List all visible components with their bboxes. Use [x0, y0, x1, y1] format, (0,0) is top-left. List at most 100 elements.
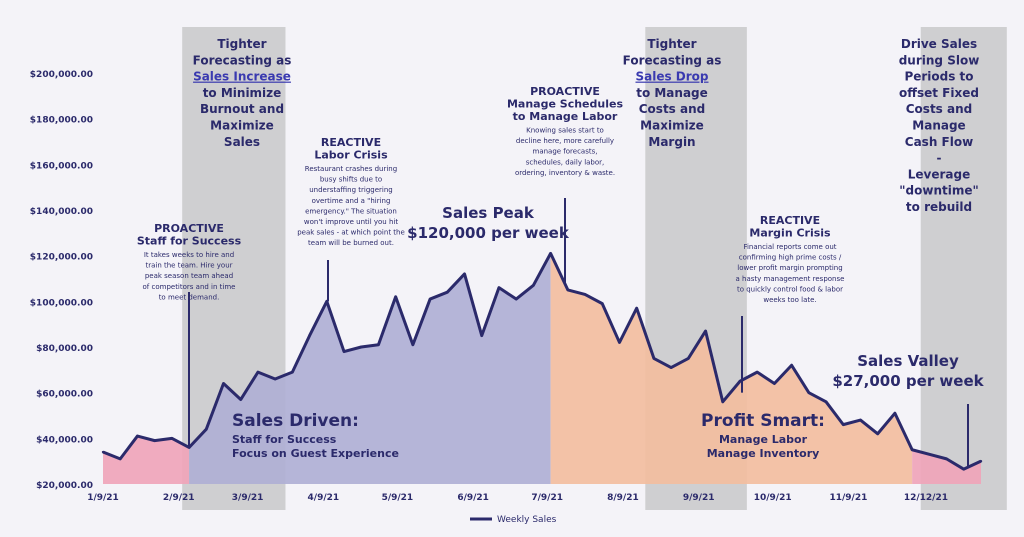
data-point [119, 457, 122, 461]
data-point [308, 334, 311, 337]
annotation-body-line: schedules, daily labor, [526, 158, 605, 166]
annotation-body-line: peak season team ahead [145, 272, 233, 280]
area-segment-peach [550, 253, 913, 484]
data-point [549, 252, 552, 255]
data-point [618, 341, 621, 344]
data-point [962, 467, 965, 471]
area-segment-purple [189, 253, 551, 484]
annotation-body-line: emergency." The situation [305, 207, 397, 215]
data-point [876, 432, 879, 435]
y-axis: $20,000.00 $40,000.00 $60,000.00 $80,000.00… [30, 70, 93, 491]
period-text-line: to Manage [636, 86, 708, 100]
data-point [360, 345, 363, 349]
y-tick-label: $80,000.00 [36, 344, 93, 354]
data-point [721, 400, 724, 403]
annotation-heading: PROACTIVE [154, 222, 224, 235]
annotation-body-line: overtime and a "hiring [312, 197, 391, 205]
period-text-line: to rebuild [906, 200, 972, 214]
data-point [342, 350, 346, 353]
data-point [566, 288, 570, 292]
data-point [101, 450, 105, 454]
region-subtitle: Focus on Guest Experience [232, 447, 399, 460]
data-points [101, 252, 983, 471]
callout-line: Sales Valley [857, 352, 959, 370]
x-tick-label: 3/9/21 [232, 493, 264, 503]
period-link-text: Sales Increase [193, 70, 291, 84]
data-point [945, 457, 948, 461]
y-tick-label: $100,000.00 [30, 298, 93, 308]
x-tick-label: 10/9/21 [754, 493, 792, 503]
annotation-body-line: a hasty management response [736, 275, 845, 283]
x-tick-label: 1/9/21 [87, 493, 119, 503]
period-text-line: Cash Flow [905, 135, 973, 149]
region-subtitle: Staff for Success [232, 433, 337, 446]
x-tick-label: 9/9/21 [683, 493, 715, 503]
period-text-line: Maximize [640, 119, 704, 133]
area-fills [103, 253, 981, 484]
annotation-body-line: of competitors and in time [143, 283, 236, 291]
annotation-body-line: to quickly control food & labor [737, 285, 843, 293]
period-text-line: Forecasting as [623, 53, 722, 67]
period-text-line: during Slow [899, 53, 980, 67]
data-point [273, 377, 277, 381]
y-tick-label: $140,000.00 [30, 207, 93, 217]
shaded-period-text-p3: Drive Sales during Slow Periods to offset F… [899, 37, 980, 214]
period-link-text: Sales Drop [635, 70, 708, 84]
period-text-line: to Minimize [203, 86, 282, 100]
y-tick-label: $120,000.00 [30, 253, 93, 263]
x-tick-label: 7/9/21 [531, 493, 563, 503]
annotation-body-line: won't improve until you hit [304, 218, 398, 226]
shaded-periods [182, 27, 1007, 510]
annotation-body-line: train the team. Hire your [145, 262, 232, 270]
data-point [222, 382, 225, 385]
data-point [428, 297, 432, 301]
area-segment-pink [103, 436, 190, 484]
y-tick-label: $20,000.00 [36, 481, 93, 491]
legend-label: Weekly Sales [497, 515, 557, 525]
data-point [446, 291, 449, 294]
data-point [652, 357, 656, 360]
callout-peak: Sales Peak $120,000 per week [407, 204, 570, 242]
series-line-weekly-sales [102, 251, 982, 471]
period-text-line: Costs and [906, 102, 972, 116]
y-tick-label: $40,000.00 [36, 435, 93, 445]
annotation-body-line: understaffing triggering [309, 186, 393, 194]
x-tick-label: 8/9/21 [607, 493, 639, 503]
annotation-heading: REACTIVE [321, 136, 381, 149]
data-point [514, 297, 518, 301]
annotation-body-line: It takes weeks to hire and [144, 251, 234, 259]
x-tick-label: 6/9/21 [457, 493, 489, 503]
x-tick-label: 4/9/21 [308, 493, 340, 503]
data-point [532, 284, 535, 287]
annotation-body-line: Knowing sales start to [526, 127, 604, 135]
data-point [790, 364, 793, 367]
annotation-body-line: confirming high prime costs / [739, 254, 842, 262]
callout-line: Sales Peak [442, 204, 535, 222]
data-point [601, 302, 604, 305]
data-point [669, 366, 673, 369]
data-point [773, 382, 776, 385]
period-text-line: Margin [648, 135, 695, 149]
x-tick-label: 11/9/21 [829, 493, 867, 503]
data-point [377, 343, 380, 346]
data-point [411, 343, 415, 346]
annotation-body-line: manage forecasts, [533, 148, 598, 156]
region-subtitle: Manage Labor [719, 433, 808, 446]
y-tick-label: $180,000.00 [30, 116, 93, 126]
period-text-line: "downtime" [899, 184, 978, 198]
annotation-heading: Staff for Success [137, 235, 242, 248]
data-point [910, 448, 914, 451]
data-point [256, 370, 260, 374]
data-point [583, 293, 587, 296]
region-subtitle: Manage Inventory [707, 447, 820, 460]
data-point [824, 400, 828, 403]
data-point [807, 391, 811, 394]
callout-line: $27,000 per week [832, 372, 984, 390]
data-point [170, 437, 174, 440]
data-point [928, 453, 931, 456]
annotation-heading: to Manage Labor [513, 110, 618, 123]
data-point [153, 439, 156, 442]
